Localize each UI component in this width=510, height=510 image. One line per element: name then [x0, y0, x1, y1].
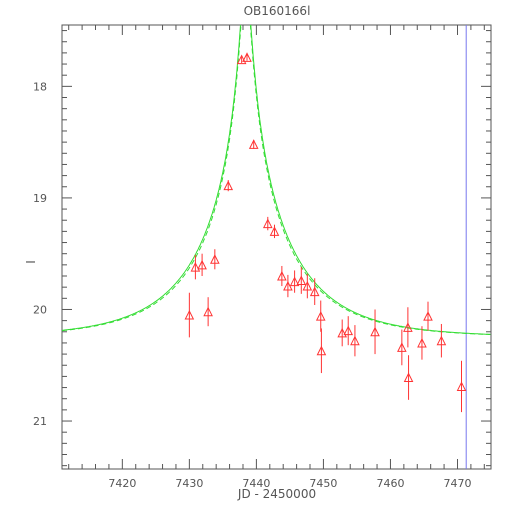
data-point-triangle: [203, 306, 213, 317]
data-point-triangle: [289, 276, 300, 287]
data-point-triangle: [316, 345, 327, 356]
data-point-triangle: [343, 325, 354, 336]
data-point-triangle: [269, 226, 280, 236]
data-point-triangle: [302, 280, 313, 291]
data-point-triangle: [190, 261, 201, 272]
x-tick-label: 7470: [443, 477, 471, 490]
x-tick-label: 7440: [242, 477, 270, 490]
data-point-triangle: [248, 139, 259, 149]
data-point-triangle: [397, 342, 407, 352]
x-tick-label: 7430: [175, 477, 203, 490]
data-point-triangle: [403, 372, 414, 383]
data-point-triangle: [315, 311, 326, 321]
x-axis-label: JD - 2450000: [237, 487, 316, 501]
data-point-triangle: [423, 311, 433, 321]
data-point-triangle: [436, 335, 447, 346]
x-tick-label: 7460: [376, 477, 404, 490]
model-curve-dashed: [62, 25, 491, 335]
data-point-triangle: [242, 52, 252, 62]
data-point-triangle: [403, 322, 413, 332]
x-tick-label: 7450: [309, 477, 337, 490]
data-point-triangle: [210, 254, 220, 264]
data-point-triangle: [337, 327, 347, 338]
data-point-triangle: [350, 335, 360, 346]
x-tick-label: 7420: [108, 477, 136, 490]
chart-title: OB160166l: [244, 4, 311, 18]
plot-frame: [61, 24, 492, 470]
data-point-triangle: [223, 180, 234, 191]
y-axis-label: I: [24, 260, 38, 264]
y-tick-label: 20: [33, 303, 47, 316]
data-point-triangle: [262, 218, 273, 229]
y-tick-label: 18: [33, 80, 47, 93]
y-tick-label: 19: [33, 192, 47, 205]
plot-area: 7420 7430 7440 7450 7460 7470 18 19 20 21: [33, 24, 492, 490]
y-tick-label: 21: [33, 415, 47, 428]
data-point-triangle: [309, 286, 320, 297]
data-point-triangle: [197, 259, 207, 270]
data-point-triangle: [456, 381, 467, 391]
model-curve-solid: [62, 25, 491, 335]
data-point-triangle: [417, 337, 427, 348]
data-point-triangle: [296, 275, 307, 285]
data-point-triangle: [184, 309, 195, 320]
data-point-triangle: [370, 326, 380, 337]
data-point-triangle: [277, 270, 287, 281]
